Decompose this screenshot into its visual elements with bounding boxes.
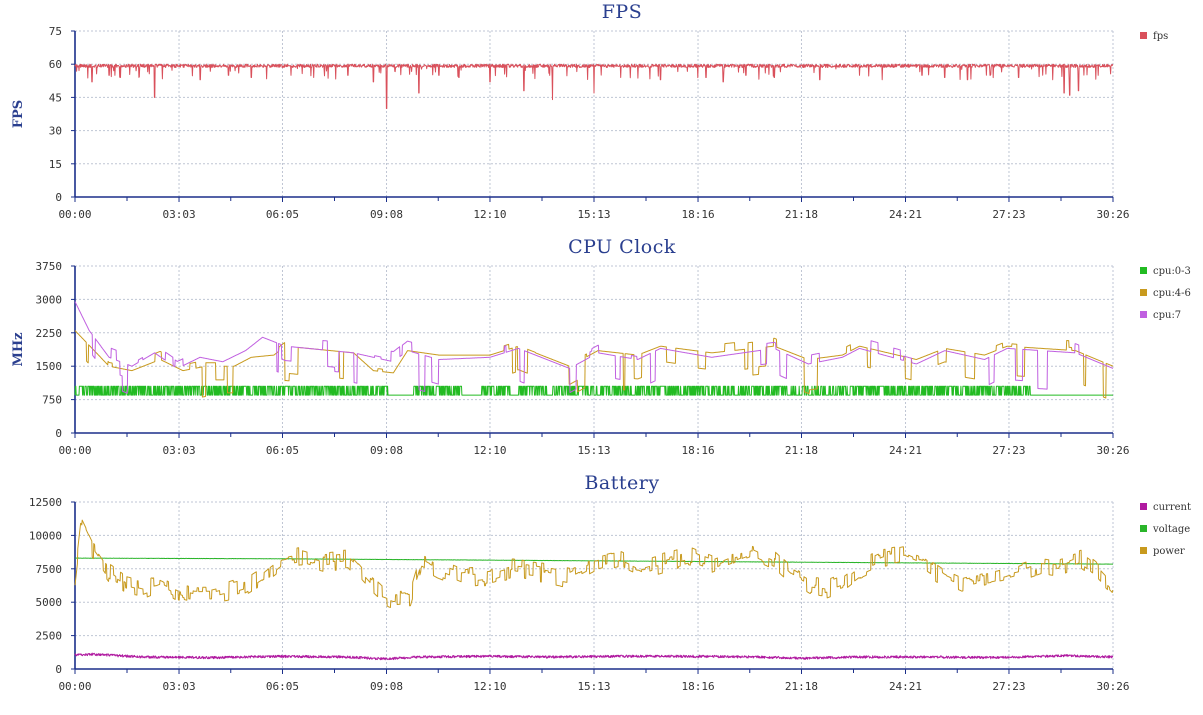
x-tick-label: 30:26: [1096, 208, 1129, 221]
x-tick-label: 15:13: [577, 444, 610, 457]
x-tick-label: 18:16: [681, 680, 714, 693]
y-tick-label: 30: [49, 125, 62, 138]
series-line-voltage: [74, 557, 1114, 565]
x-tick-label: 24:21: [889, 444, 922, 457]
chart-panel-3: Battery 0 2500 5000 7500 10000 12500 00:00 03:03…: [29, 472, 1191, 693]
x-tick-label: 09:08: [370, 208, 403, 221]
y-axis-label: FPS: [11, 100, 26, 128]
series-line-cpu-4-6: [74, 330, 1114, 399]
y-tick-label: 2500: [36, 630, 63, 643]
x-tick-label: 30:26: [1096, 680, 1129, 693]
y-tick-label: 3750: [36, 260, 63, 273]
x-tick-label: 00:00: [58, 208, 91, 221]
x-tick-label: 24:21: [889, 680, 922, 693]
x-tick-label: 12:10: [473, 444, 506, 457]
x-tick-label: 03:03: [162, 680, 195, 693]
legend-swatch: [1140, 503, 1147, 510]
x-tick-label: 09:08: [370, 444, 403, 457]
legend-swatch: [1140, 311, 1147, 318]
y-tick-label: 2250: [36, 327, 63, 340]
x-tick-label: 15:13: [577, 208, 610, 221]
x-tick-label: 06:05: [266, 444, 299, 457]
legend-swatch: [1140, 525, 1147, 532]
y-tick-label: 12500: [29, 496, 62, 509]
chart-panel-1: FPS 0 15 30 45 60 75 00:00 03:03 06:05 09:08 12:10 1…: [11, 1, 1168, 221]
series-line-cpu-7: [74, 301, 1114, 394]
x-tick-label: 12:10: [473, 680, 506, 693]
x-tick-label: 06:05: [266, 680, 299, 693]
legend-label: cpu:7: [1153, 310, 1181, 321]
legend-swatch: [1140, 32, 1147, 39]
x-tick-label: 06:05: [266, 208, 299, 221]
x-tick-label: 03:03: [162, 444, 195, 457]
y-tick-label: 60: [49, 58, 62, 71]
x-tick-label: 30:26: [1096, 444, 1129, 457]
x-tick-label: 21:18: [785, 208, 818, 221]
chart-title: Battery: [584, 472, 659, 494]
x-tick-label: 00:00: [58, 444, 91, 457]
series-line-cpu-0-3: [74, 385, 1114, 396]
legend-label: current: [1153, 502, 1191, 513]
y-tick-label: 10000: [29, 529, 62, 542]
y-axis-label: MHz: [11, 332, 26, 366]
x-tick-label: 12:10: [473, 208, 506, 221]
x-tick-label: 21:18: [785, 680, 818, 693]
y-tick-label: 75: [49, 25, 62, 38]
y-tick-label: 7500: [36, 563, 63, 576]
y-tick-label: 750: [42, 394, 62, 407]
x-tick-label: 24:21: [889, 208, 922, 221]
x-tick-label: 27:23: [992, 444, 1025, 457]
x-tick-label: 09:08: [370, 680, 403, 693]
legend-swatch: [1140, 547, 1147, 554]
legend-swatch: [1140, 267, 1147, 274]
x-tick-label: 27:23: [992, 680, 1025, 693]
y-tick-label: 3000: [36, 293, 63, 306]
y-tick-label: 15: [49, 158, 62, 171]
legend-swatch: [1140, 289, 1147, 296]
y-tick-label: 0: [55, 427, 62, 440]
x-tick-label: 27:23: [992, 208, 1025, 221]
x-tick-label: 18:16: [681, 208, 714, 221]
legend-label: cpu:4-6: [1153, 288, 1191, 299]
y-tick-label: 0: [55, 191, 62, 204]
series-line-fps: [74, 63, 1114, 109]
chart-title: CPU Clock: [568, 236, 676, 258]
x-tick-label: 18:16: [681, 444, 714, 457]
legend-label: cpu:0-3: [1153, 266, 1191, 277]
x-tick-label: 03:03: [162, 208, 195, 221]
x-tick-label: 00:00: [58, 680, 91, 693]
x-tick-label: 21:18: [785, 444, 818, 457]
y-tick-label: 0: [55, 663, 62, 676]
y-tick-label: 45: [49, 91, 62, 104]
x-tick-label: 15:13: [577, 680, 610, 693]
y-tick-label: 5000: [36, 596, 63, 609]
legend-label: fps: [1153, 31, 1168, 42]
chart-title: FPS: [602, 1, 642, 23]
legend-label: power: [1153, 546, 1185, 557]
series-line-current: [74, 652, 1114, 661]
y-tick-label: 1500: [36, 360, 63, 373]
series-line-power: [74, 519, 1114, 608]
legend-label: voltage: [1152, 524, 1190, 535]
chart-panel-2: CPU Clock 0 750 1500 2250 3000 3750 00:00 03:03 0…: [11, 236, 1191, 457]
